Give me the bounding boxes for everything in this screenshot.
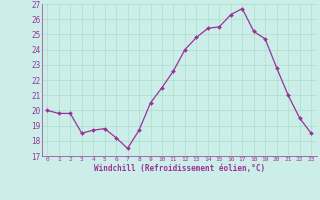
X-axis label: Windchill (Refroidissement éolien,°C): Windchill (Refroidissement éolien,°C) xyxy=(94,164,265,173)
